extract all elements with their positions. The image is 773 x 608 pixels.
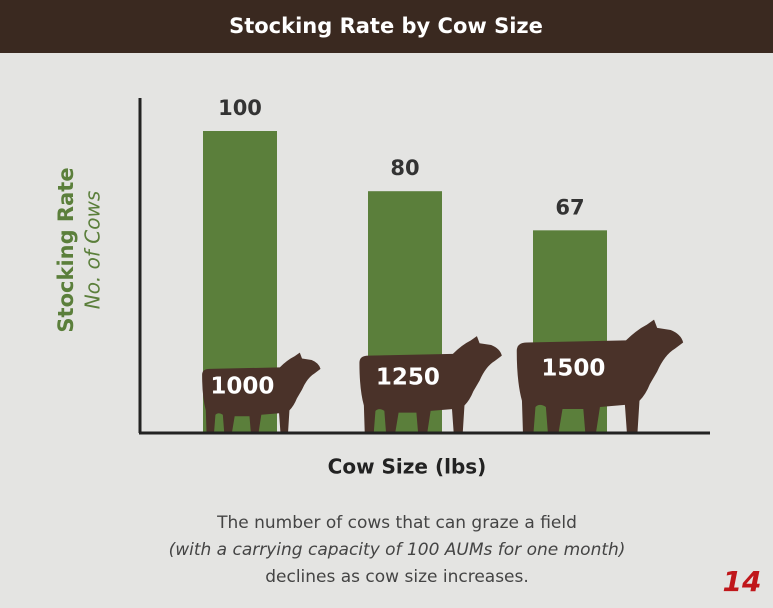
value-label: 67 [555, 195, 584, 219]
x-tick-label: 1000 [210, 374, 274, 400]
value-label: 100 [218, 96, 262, 120]
page: Stocking Rate by Cow Size Stocking Rate … [0, 0, 773, 608]
x-tick-label: 1500 [541, 356, 605, 382]
caption-line: (with a carrying capacity of 100 AUMs fo… [169, 540, 626, 560]
value-label: 80 [390, 156, 419, 180]
page-number: 14 [723, 565, 762, 598]
chart: Stocking Rate by Cow Size Stocking Rate … [0, 0, 773, 608]
caption-line: declines as cow size increases. [265, 567, 529, 587]
chart-title: Stocking Rate by Cow Size [229, 14, 543, 38]
y-axis-sublabel: No. of Cows [81, 191, 105, 310]
caption-line: The number of cows that can graze a fiel… [216, 513, 577, 533]
x-axis-label: Cow Size (lbs) [328, 455, 487, 479]
x-tick-label: 1250 [376, 365, 440, 391]
y-axis-label: Stocking Rate [54, 167, 78, 332]
